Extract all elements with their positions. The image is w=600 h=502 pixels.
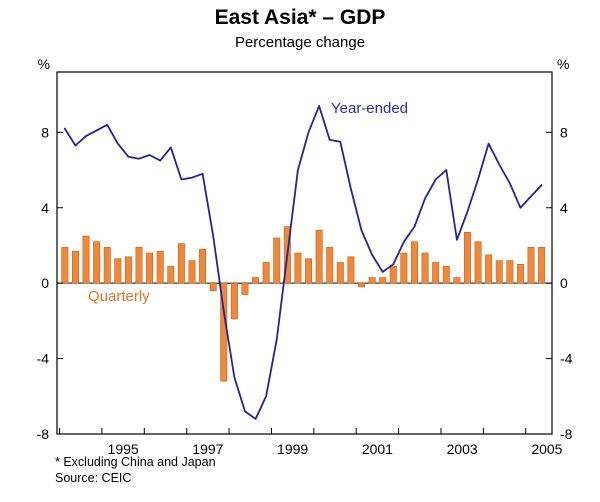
quarterly-bar: [241, 282, 249, 295]
quarterly-bar: [262, 262, 270, 284]
x-tick-label: 2003: [447, 441, 478, 457]
quarterly-bar: [432, 262, 440, 284]
y-tick-label-left: 0: [41, 275, 49, 291]
quarterly-bar: [177, 243, 185, 284]
quarterly-bar: [71, 250, 79, 284]
quarterly-bar: [103, 247, 111, 284]
x-tick-label: 1995: [108, 441, 139, 457]
quarterly-bar: [273, 237, 281, 284]
quarterly-bar: [474, 241, 482, 284]
source-note: Source: CEIC: [55, 471, 132, 485]
quarterly-series-label: Quarterly: [88, 288, 150, 305]
quarterly-bar: [410, 241, 418, 284]
year-ended-series-label: Year-ended: [331, 100, 409, 117]
plot-border: [56, 71, 553, 435]
quarterly-bar: [485, 254, 493, 284]
quarterly-bar: [336, 262, 344, 284]
y-tick-label-left: 4: [41, 200, 49, 216]
quarterly-bar: [305, 258, 313, 284]
chart-title: East Asia* – GDP: [214, 6, 386, 29]
x-tick-label: 2001: [362, 441, 393, 457]
x-tick-label: 1997: [192, 441, 223, 457]
footnote: * Excluding China and Japan: [55, 455, 216, 469]
quarterly-bar: [146, 252, 154, 284]
quarterly-bar: [368, 277, 376, 284]
quarterly-bar: [93, 241, 101, 284]
quarterly-bar: [315, 230, 323, 284]
quarterly-bar: [230, 282, 238, 320]
y-tick-label-right: 8: [560, 124, 568, 140]
quarterly-bar: [421, 252, 429, 284]
quarterly-bar: [114, 258, 122, 284]
quarterly-bar: [199, 248, 207, 284]
y-axis-unit-left: %: [37, 56, 50, 72]
quarterly-bar: [358, 282, 365, 288]
quarterly-bar: [326, 247, 334, 284]
quarterly-bar: [252, 277, 260, 284]
quarterly-bar: [61, 247, 69, 284]
quarterly-bar: [124, 256, 132, 284]
quarterly-bar: [495, 260, 503, 284]
quarterly-bar: [389, 265, 397, 284]
quarterly-bar: [156, 250, 164, 284]
y-tick-label-right: -8: [560, 426, 573, 442]
quarterly-bar: [400, 252, 408, 284]
quarterly-bar: [453, 277, 461, 284]
y-tick-label-left: -4: [37, 351, 50, 367]
quarterly-bar: [294, 252, 302, 284]
quarterly-bar: [516, 264, 524, 284]
chart-subtitle: Percentage change: [234, 34, 366, 51]
quarterly-bar: [347, 256, 355, 284]
quarterly-bar: [82, 235, 90, 284]
y-axis-unit-right: %: [557, 56, 570, 72]
y-tick-label-left: -8: [37, 426, 50, 442]
year-ended-line: [63, 105, 543, 420]
quarterly-bar: [538, 247, 546, 284]
y-tick-label-right: 4: [560, 200, 568, 216]
quarterly-bar: [188, 260, 196, 284]
quarterly-bar: [527, 247, 535, 284]
x-tick-label: 1999: [277, 441, 308, 457]
quarterly-bar: [506, 260, 514, 284]
quarterly-bar: [463, 231, 471, 284]
x-tick-label: 2005: [531, 441, 562, 457]
quarterly-bar: [209, 282, 217, 292]
y-tick-label-right: -4: [560, 351, 573, 367]
quarterly-bar: [167, 265, 175, 284]
quarterly-bar: [379, 277, 387, 284]
y-tick-label-left: 8: [41, 124, 49, 140]
quarterly-bar: [442, 265, 450, 284]
y-tick-label-right: 0: [560, 275, 568, 291]
quarterly-bar: [135, 247, 143, 284]
